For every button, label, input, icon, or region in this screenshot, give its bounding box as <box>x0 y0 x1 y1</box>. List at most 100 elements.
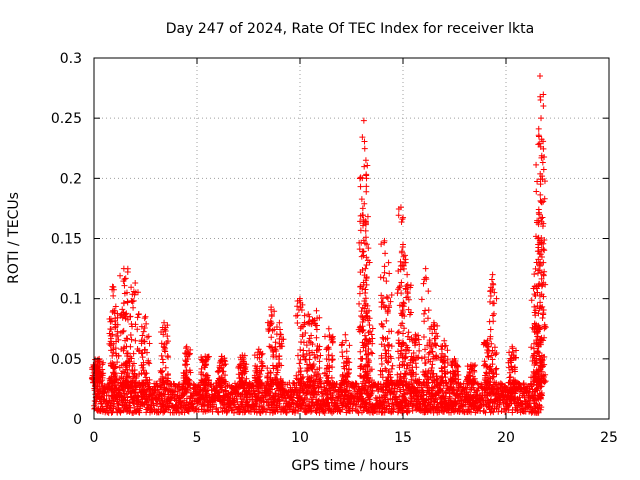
data-point <box>132 337 139 344</box>
data-point <box>125 407 132 414</box>
data-point <box>274 408 281 415</box>
data-point <box>538 115 545 122</box>
data-point <box>272 339 279 346</box>
data-point <box>362 157 369 164</box>
data-point <box>266 343 273 350</box>
data-point <box>264 396 271 403</box>
data-point <box>120 300 127 307</box>
data-point <box>364 162 371 169</box>
data-point <box>535 125 542 132</box>
data-point <box>416 347 423 354</box>
data-point <box>421 360 428 367</box>
data-point <box>533 188 540 195</box>
data-point <box>369 325 376 332</box>
data-point <box>394 290 401 297</box>
data-point <box>363 175 370 182</box>
data-point <box>329 364 336 371</box>
data-point <box>119 306 126 313</box>
data-point <box>343 348 350 355</box>
data-point <box>441 337 448 344</box>
data-point <box>334 400 341 407</box>
data-point <box>388 343 395 350</box>
data-point <box>324 345 331 352</box>
data-point <box>537 191 544 198</box>
x-tick-label: 5 <box>193 430 202 446</box>
data-point <box>243 406 250 413</box>
data-point <box>307 408 314 415</box>
data-point <box>298 339 305 346</box>
data-point <box>509 348 516 355</box>
data-point <box>540 310 547 317</box>
x-axis-label: GPS time / hours <box>291 458 408 474</box>
data-point <box>230 409 237 416</box>
data-point <box>383 278 390 285</box>
data-point <box>420 333 427 340</box>
data-point <box>98 400 105 407</box>
data-point <box>361 145 368 152</box>
data-point <box>433 396 440 403</box>
data-point <box>294 320 301 327</box>
data-point <box>128 336 135 343</box>
data-point <box>539 214 546 221</box>
data-point <box>297 346 304 353</box>
data-point <box>121 282 128 289</box>
y-tick-label: 0.3 <box>60 51 82 67</box>
data-point <box>363 183 370 190</box>
data-point <box>533 161 540 168</box>
data-point <box>361 163 368 170</box>
data-point <box>306 335 313 342</box>
data-point <box>162 364 169 371</box>
data-point <box>417 400 424 407</box>
data-point <box>128 284 135 291</box>
data-point <box>419 387 426 394</box>
data-point <box>244 403 251 410</box>
data-point <box>405 329 412 336</box>
data-point <box>486 318 493 325</box>
data-point <box>489 271 496 278</box>
data-point <box>357 183 364 190</box>
data-point <box>360 117 367 124</box>
data-point <box>390 405 397 412</box>
data-point <box>108 409 115 416</box>
data-point <box>528 344 535 351</box>
data-point <box>346 342 353 349</box>
data-point <box>386 270 393 277</box>
data-point <box>172 388 179 395</box>
data-point <box>170 391 177 398</box>
data-point <box>356 300 363 307</box>
data-point <box>320 396 327 403</box>
data-point <box>398 219 405 226</box>
data-point <box>386 342 393 349</box>
data-point <box>394 329 401 336</box>
data-point <box>143 320 150 327</box>
data-point <box>381 409 388 416</box>
data-point <box>352 406 359 413</box>
data-point <box>421 310 428 317</box>
y-tick-label: 0.25 <box>51 111 82 127</box>
data-point <box>442 390 449 397</box>
data-point <box>344 383 351 390</box>
data-point <box>420 280 427 287</box>
data-point <box>379 334 386 341</box>
data-point <box>264 405 271 412</box>
data-point <box>346 387 353 394</box>
data-point <box>129 298 136 305</box>
data-point <box>339 406 346 413</box>
data-point <box>378 241 385 248</box>
data-point <box>159 368 166 375</box>
x-tick-label: 20 <box>497 430 515 446</box>
data-point <box>316 397 323 404</box>
data-point <box>141 315 148 322</box>
data-point <box>268 334 275 341</box>
data-point <box>389 362 396 369</box>
data-point <box>537 97 544 104</box>
data-point <box>359 205 366 212</box>
data-point <box>367 392 374 399</box>
x-tick-label: 10 <box>291 430 309 446</box>
data-point <box>219 384 226 391</box>
data-point <box>338 342 345 349</box>
data-point <box>539 315 546 322</box>
y-tick-label: 0.15 <box>51 232 82 248</box>
data-point <box>538 199 545 206</box>
data-point <box>181 409 188 416</box>
